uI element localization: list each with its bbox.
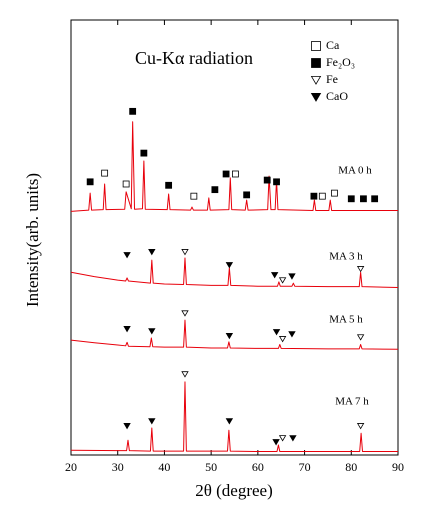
- marker-square-open: [190, 192, 198, 200]
- marker-square-filled: [347, 195, 355, 203]
- marker-triangle-filled: [123, 423, 131, 430]
- marker-triangle-filled: [148, 249, 156, 256]
- legend-label: Fe₂O₃: [326, 55, 355, 69]
- marker-triangle-filled: [225, 333, 234, 340]
- marker-triangle-filled: [288, 331, 296, 338]
- series-line: [70, 319, 399, 350]
- marker-triangle-open: [278, 435, 287, 442]
- marker-triangle-open: [278, 277, 287, 284]
- marker-triangle-open: [278, 336, 287, 343]
- marker-square-filled: [273, 178, 280, 186]
- marker-square-filled: [360, 195, 367, 203]
- marker-triangle-open: [181, 371, 189, 378]
- marker-triangle-open: [181, 310, 189, 317]
- marker-square-filled: [243, 191, 251, 199]
- x-tick-label: 60: [252, 460, 264, 474]
- marker-square-open: [318, 192, 326, 200]
- legend-label: Ca: [326, 38, 340, 52]
- marker-square-open: [101, 169, 109, 177]
- x-tick-label: 20: [65, 460, 77, 474]
- marker-triangle-filled: [288, 273, 296, 280]
- marker-square-open: [122, 180, 130, 188]
- marker-triangle-open: [356, 334, 365, 341]
- x-tick-label: 70: [299, 460, 311, 474]
- legend-label: Fe: [326, 72, 338, 86]
- series-line: [70, 257, 399, 289]
- marker-triangle-open: [356, 266, 365, 273]
- marker-square-filled: [211, 186, 219, 194]
- marker-square-open: [331, 189, 338, 197]
- marker-triangle-open: [356, 423, 365, 430]
- series-label: MA 7 h: [335, 396, 369, 408]
- marker-triangle-filled: [148, 418, 156, 425]
- series-line: [70, 381, 398, 453]
- series-label: MA 0 h: [338, 165, 372, 177]
- x-tick-label: 30: [112, 460, 124, 474]
- marker-square-filled: [165, 181, 173, 189]
- marker-triangle-open: [310, 76, 322, 85]
- marker-triangle-open: [181, 249, 189, 256]
- marker-square-open: [311, 41, 321, 51]
- marker-triangle-filled: [123, 252, 131, 259]
- marker-triangle-filled: [123, 326, 131, 333]
- marker-square-filled: [310, 192, 318, 200]
- x-tick-label: 80: [345, 460, 357, 474]
- marker-square-open: [232, 170, 239, 178]
- legend-label: CaO: [326, 89, 348, 103]
- marker-square-filled: [263, 176, 271, 184]
- marker-triangle-filled: [272, 329, 281, 336]
- x-tick-label: 90: [392, 460, 404, 474]
- series-label: MA 5 h: [329, 314, 363, 326]
- chart-title: Cu-Kα radiation: [135, 48, 253, 68]
- marker-square-filled: [371, 195, 379, 203]
- series-line: [70, 121, 398, 212]
- plot-frame: [70, 19, 399, 456]
- x-tick-label: 50: [205, 460, 217, 474]
- marker-triangle-filled: [272, 439, 280, 446]
- marker-triangle-filled: [225, 262, 234, 269]
- y-axis-label: Intensity(arb. units): [23, 173, 42, 307]
- marker-square-filled: [140, 149, 148, 157]
- series-label: MA 3 h: [329, 251, 363, 263]
- x-tick-label: 40: [158, 460, 170, 474]
- marker-triangle-filled: [310, 93, 322, 102]
- marker-square-filled: [222, 170, 230, 178]
- marker-triangle-filled: [270, 272, 279, 279]
- marker-square-filled: [129, 107, 137, 115]
- marker-square-filled: [311, 58, 321, 68]
- marker-triangle-filled: [148, 328, 156, 335]
- marker-triangle-filled: [225, 418, 234, 425]
- marker-square-filled: [86, 178, 94, 186]
- x-axis-label: 2θ (degree): [195, 481, 273, 500]
- marker-triangle-filled: [289, 435, 297, 442]
